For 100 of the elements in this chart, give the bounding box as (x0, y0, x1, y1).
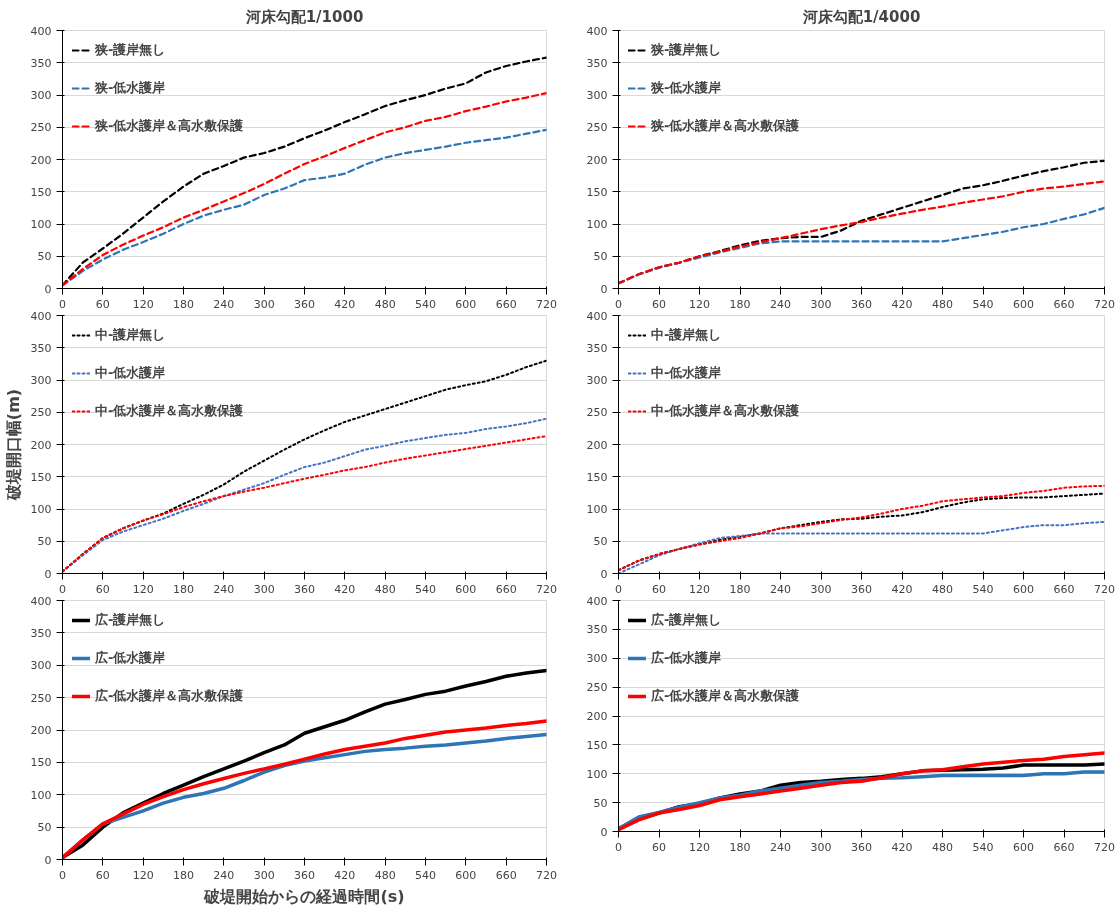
y-tick-label: 0 (600, 567, 608, 581)
x-tick-label: 540 (415, 297, 436, 311)
x-tick-label: 180 (729, 840, 751, 854)
x-tick-label: 360 (294, 582, 315, 596)
legend-label: 狭-低水護岸 (95, 79, 166, 97)
x-tick-label: 60 (95, 297, 110, 311)
x-tick-label: 60 (652, 582, 666, 596)
y-tick-label: 150 (30, 185, 52, 199)
x-tick-label: 600 (455, 582, 477, 596)
legend-label: 狭-護岸無し (95, 41, 166, 59)
x-tick-label: 60 (95, 868, 110, 882)
y-tick-label: 250 (30, 121, 52, 135)
y-tick-label: 250 (30, 406, 52, 420)
x-tick-label: 480 (374, 297, 396, 311)
y-tick-label: 100 (30, 218, 52, 231)
x-tick-label: 240 (770, 582, 791, 596)
y-tick-label: 100 (586, 218, 608, 231)
chart-title: 河床勾配1/4000 (801, 7, 921, 26)
legend-label: 中-護岸無し (95, 326, 166, 344)
x-tick-label: 420 (891, 582, 913, 596)
x-tick-label: 300 (253, 582, 275, 596)
x-tick-label: 180 (173, 582, 194, 596)
x-tick-label: 600 (1013, 582, 1034, 596)
x-tick-label: 60 (95, 582, 110, 596)
y-tick-label: 300 (586, 652, 608, 666)
x-tick-label: 540 (415, 582, 436, 596)
legend-label: 広-護岸無し (651, 611, 722, 629)
x-tick-label: 0 (59, 582, 66, 596)
x-tick-label: 120 (689, 297, 710, 311)
y-tick-label: 0 (600, 825, 608, 839)
chart-title: 河床勾配1/1000 (244, 7, 364, 26)
x-tick-label: 720 (1094, 840, 1115, 854)
x-tick-label: 420 (891, 297, 913, 311)
x-tick-label: 0 (615, 297, 622, 311)
x-tick-label: 540 (972, 297, 994, 311)
y-tick-label: 400 (586, 309, 608, 323)
x-tick-label: 420 (334, 297, 356, 311)
x-tick-label: 540 (972, 840, 994, 854)
y-tick-label: 50 (37, 821, 52, 835)
legend-label: 広-護岸無し (95, 611, 166, 629)
x-tick-label: 120 (689, 582, 710, 596)
x-tick-label: 360 (851, 582, 872, 596)
y-tick-label: 100 (30, 788, 52, 802)
legend-label: 中-低水護岸 (651, 364, 722, 382)
y-tick-label: 0 (44, 567, 52, 581)
x-tick-label: 480 (374, 582, 396, 596)
y-tick-label: 200 (30, 153, 52, 167)
y-tick-label: 200 (30, 438, 52, 452)
y-tick-label: 400 (30, 309, 52, 323)
y-tick-label: 350 (586, 56, 608, 70)
x-tick-label: 660 (1053, 582, 1075, 596)
x-tick-label: 660 (1053, 297, 1075, 311)
y-axis-title: 破堤開口幅(m) (3, 388, 23, 502)
y-tick-label: 350 (30, 341, 52, 355)
x-tick-label: 240 (213, 297, 235, 311)
y-tick-label: 300 (30, 89, 52, 102)
x-tick-label: 120 (132, 582, 154, 596)
y-tick-label: 400 (586, 24, 608, 38)
y-tick-label: 0 (44, 282, 52, 296)
y-tick-label: 250 (586, 406, 608, 420)
y-tick-label: 100 (586, 503, 608, 516)
x-tick-label: 360 (851, 297, 872, 311)
x-tick-label: 300 (253, 868, 275, 882)
y-tick-label: 200 (586, 438, 608, 452)
y-tick-label: 200 (586, 710, 608, 723)
y-tick-label: 250 (586, 681, 608, 695)
x-tick-label: 0 (615, 582, 622, 596)
y-tick-label: 300 (586, 374, 608, 387)
y-tick-label: 250 (586, 121, 608, 135)
x-tick-label: 720 (536, 582, 557, 596)
x-tick-label: 240 (213, 868, 235, 882)
legend-label: 中-低水護岸 (95, 364, 166, 382)
x-tick-label: 480 (374, 868, 396, 882)
y-tick-label: 50 (37, 535, 52, 549)
x-tick-label: 720 (536, 297, 557, 311)
y-tick-label: 100 (586, 767, 608, 781)
x-tick-label: 540 (972, 582, 994, 596)
x-tick-label: 60 (652, 297, 666, 311)
legend-label: 中-低水護岸＆高水敷保護 (95, 402, 244, 420)
x-tick-label: 600 (455, 297, 477, 311)
y-tick-label: 250 (30, 691, 52, 705)
x-tick-label: 600 (1013, 840, 1034, 854)
y-tick-label: 300 (586, 89, 608, 102)
y-tick-label: 400 (586, 594, 608, 608)
legend-label: 中-護岸無し (651, 326, 722, 344)
y-tick-label: 50 (593, 535, 608, 549)
x-tick-label: 420 (891, 840, 913, 854)
y-tick-label: 350 (586, 341, 608, 355)
y-tick-label: 350 (30, 626, 52, 640)
x-tick-label: 480 (932, 840, 953, 854)
y-tick-label: 200 (586, 153, 608, 167)
x-tick-label: 660 (495, 868, 517, 882)
x-tick-label: 420 (334, 868, 356, 882)
y-tick-label: 150 (586, 470, 608, 484)
x-tick-label: 180 (173, 868, 194, 882)
x-tick-label: 660 (495, 582, 517, 596)
legend-label: 広-低水護岸＆高水敷保護 (651, 687, 800, 705)
x-tick-label: 540 (415, 868, 436, 882)
x-tick-label: 60 (652, 840, 666, 854)
x-tick-label: 120 (132, 297, 154, 311)
